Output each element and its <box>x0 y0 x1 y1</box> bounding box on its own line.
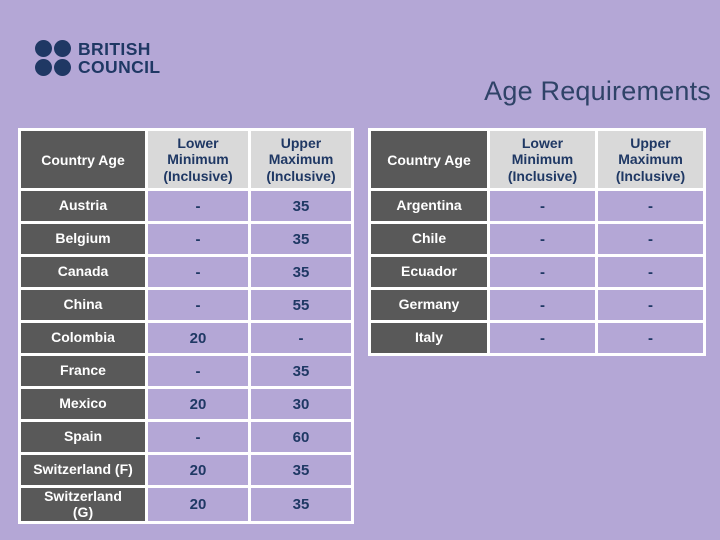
table-row: Austria - 35 <box>21 191 351 221</box>
lower-minimum-cell: - <box>148 422 248 452</box>
upper-maximum-cell: - <box>598 191 703 221</box>
lower-minimum-cell: - <box>148 191 248 221</box>
upper-maximum-cell: - <box>598 257 703 287</box>
column-header-lower-minimum: Lower Minimum (Inclusive) <box>148 131 248 188</box>
page-title: Age Requirements <box>484 76 711 106</box>
upper-maximum-cell: 35 <box>251 356 351 386</box>
upper-maximum-cell: - <box>598 224 703 254</box>
age-requirements-table: Country Age Lower Minimum (Inclusive) Up… <box>18 128 354 525</box>
upper-maximum-cell: 35 <box>251 224 351 254</box>
logo-word-council: COUNCIL <box>78 57 161 78</box>
lower-minimum-cell: - <box>148 224 248 254</box>
lower-minimum-cell: - <box>490 290 595 320</box>
country-cell: Canada <box>21 257 145 287</box>
column-header-country: Country Age <box>21 131 145 188</box>
upper-maximum-cell: 35 <box>251 455 351 485</box>
table-row: Spain - 60 <box>21 422 351 452</box>
country-cell: Italy <box>371 323 487 353</box>
header-row: Country Age Lower Minimum (Inclusive) Up… <box>371 131 703 188</box>
table-row: Ecuador - - <box>371 257 703 287</box>
age-table-left: Country Age Lower Minimum (Inclusive) Up… <box>18 128 354 525</box>
lower-minimum-cell: 20 <box>148 455 248 485</box>
lower-minimum-cell: - <box>490 323 595 353</box>
country-cell: China <box>21 290 145 320</box>
table-row: Chile - - <box>371 224 703 254</box>
lower-minimum-cell: 20 <box>148 323 248 353</box>
lower-minimum-cell: - <box>148 290 248 320</box>
upper-maximum-cell: 55 <box>251 290 351 320</box>
country-cell: Chile <box>371 224 487 254</box>
country-cell: Belgium <box>21 224 145 254</box>
table-row: Switzerland (G) 20 35 <box>21 488 351 522</box>
country-cell: Germany <box>371 290 487 320</box>
logo-dot-icon <box>54 40 71 58</box>
column-header-lower-minimum: Lower Minimum (Inclusive) <box>490 131 595 188</box>
table-row: Italy - - <box>371 323 703 353</box>
table-row: Switzerland (F) 20 35 <box>21 455 351 485</box>
upper-maximum-cell: 30 <box>251 389 351 419</box>
logo-word-british: BRITISH <box>78 39 151 59</box>
country-cell: Ecuador <box>371 257 487 287</box>
british-council-logo: BRITISH COUNCIL <box>35 40 161 76</box>
logo-dot-icon <box>35 40 52 58</box>
age-requirements-table: Country Age Lower Minimum (Inclusive) Up… <box>368 128 706 356</box>
lower-minimum-cell: 20 <box>148 488 248 522</box>
lower-minimum-cell: - <box>490 191 595 221</box>
logo-wordmark: BRITISH COUNCIL <box>78 40 161 76</box>
logo-dots-icon <box>35 40 71 77</box>
header-row: Country Age Lower Minimum (Inclusive) Up… <box>21 131 351 188</box>
country-cell: Switzerland (F) <box>21 455 145 485</box>
country-cell: France <box>21 356 145 386</box>
table-row: China - 55 <box>21 290 351 320</box>
upper-maximum-cell: 35 <box>251 257 351 287</box>
table-row: Germany - - <box>371 290 703 320</box>
table-row: Canada - 35 <box>21 257 351 287</box>
table-row: Argentina - - <box>371 191 703 221</box>
upper-maximum-cell: 60 <box>251 422 351 452</box>
country-cell: Spain <box>21 422 145 452</box>
upper-maximum-cell: - <box>598 290 703 320</box>
country-cell: Mexico <box>21 389 145 419</box>
lower-minimum-cell: - <box>148 356 248 386</box>
age-table-right: Country Age Lower Minimum (Inclusive) Up… <box>368 128 706 356</box>
table-row: France - 35 <box>21 356 351 386</box>
upper-maximum-cell: 35 <box>251 191 351 221</box>
upper-maximum-cell: - <box>598 323 703 353</box>
table-row: Mexico 20 30 <box>21 389 351 419</box>
table-row: Belgium - 35 <box>21 224 351 254</box>
column-header-upper-maximum: Upper Maximum (Inclusive) <box>251 131 351 188</box>
lower-minimum-cell: - <box>148 257 248 287</box>
country-cell: Colombia <box>21 323 145 353</box>
column-header-country: Country Age <box>371 131 487 188</box>
country-cell: Argentina <box>371 191 487 221</box>
country-cell: Austria <box>21 191 145 221</box>
country-cell: Switzerland (G) <box>21 488 145 522</box>
table-row: Colombia 20 - <box>21 323 351 353</box>
upper-maximum-cell: 35 <box>251 488 351 522</box>
column-header-upper-maximum: Upper Maximum (Inclusive) <box>598 131 703 188</box>
lower-minimum-cell: 20 <box>148 389 248 419</box>
logo-dot-icon <box>35 59 52 77</box>
lower-minimum-cell: - <box>490 224 595 254</box>
lower-minimum-cell: - <box>490 257 595 287</box>
logo-dot-icon <box>54 59 71 77</box>
upper-maximum-cell: - <box>251 323 351 353</box>
